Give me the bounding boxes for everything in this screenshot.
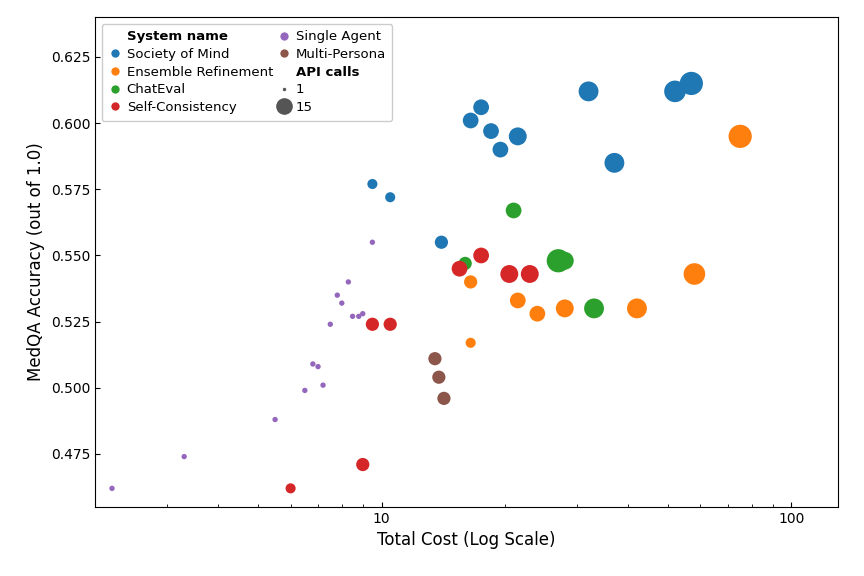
Single Agent bbox=[346, 312, 359, 321]
Society of Mind bbox=[581, 87, 595, 96]
Ensemble Refinement bbox=[734, 132, 747, 141]
Single Agent bbox=[177, 452, 191, 461]
Ensemble Refinement bbox=[530, 309, 544, 319]
ChatEval bbox=[558, 256, 572, 266]
Point bbox=[335, 44, 349, 54]
Multi-Persona bbox=[428, 354, 442, 363]
Society of Mind bbox=[668, 87, 682, 96]
Single Agent bbox=[311, 362, 325, 371]
Society of Mind bbox=[607, 158, 621, 168]
ChatEval bbox=[588, 304, 601, 313]
Society of Mind bbox=[511, 132, 524, 141]
Society of Mind bbox=[435, 238, 448, 247]
Single Agent bbox=[330, 290, 344, 300]
Society of Mind bbox=[474, 103, 488, 112]
Ensemble Refinement bbox=[464, 277, 478, 286]
Self-Consistency bbox=[474, 251, 488, 260]
Legend: System name, Society of Mind, Ensemble Refinement, ChatEval, Self-Consistency, S: System name, Society of Mind, Ensemble R… bbox=[102, 24, 392, 120]
Single Agent bbox=[323, 320, 337, 329]
Single Agent bbox=[298, 386, 312, 395]
Single Agent bbox=[105, 484, 119, 493]
ChatEval bbox=[453, 264, 467, 273]
Single Agent bbox=[335, 298, 349, 308]
Single Agent bbox=[341, 277, 355, 286]
Ensemble Refinement bbox=[558, 304, 572, 313]
X-axis label: Total Cost (Log Scale): Total Cost (Log Scale) bbox=[378, 531, 556, 550]
Y-axis label: MedQA Accuracy (out of 1.0): MedQA Accuracy (out of 1.0) bbox=[27, 143, 45, 381]
Society of Mind bbox=[384, 192, 397, 202]
Ensemble Refinement bbox=[464, 338, 478, 347]
Society of Mind bbox=[365, 179, 379, 188]
Self-Consistency bbox=[283, 484, 297, 493]
Society of Mind bbox=[493, 145, 507, 154]
ChatEval bbox=[458, 259, 472, 268]
Society of Mind bbox=[464, 116, 478, 125]
Single Agent bbox=[316, 381, 330, 390]
Self-Consistency bbox=[365, 320, 379, 329]
Self-Consistency bbox=[453, 264, 467, 273]
Self-Consistency bbox=[384, 320, 397, 329]
Ensemble Refinement bbox=[511, 296, 524, 305]
Ensemble Refinement bbox=[688, 270, 702, 279]
Single Agent bbox=[268, 415, 282, 424]
Single Agent bbox=[356, 309, 370, 319]
Single Agent bbox=[306, 359, 320, 369]
Society of Mind bbox=[484, 127, 498, 136]
Ensemble Refinement bbox=[630, 304, 644, 313]
Society of Mind bbox=[684, 79, 698, 88]
ChatEval bbox=[551, 256, 565, 266]
Self-Consistency bbox=[502, 270, 516, 279]
Single Agent bbox=[365, 238, 379, 247]
Multi-Persona bbox=[437, 394, 451, 403]
Self-Consistency bbox=[356, 460, 370, 469]
Single Agent bbox=[352, 312, 365, 321]
Self-Consistency bbox=[523, 270, 537, 279]
ChatEval bbox=[506, 206, 520, 215]
Multi-Persona bbox=[432, 373, 446, 382]
